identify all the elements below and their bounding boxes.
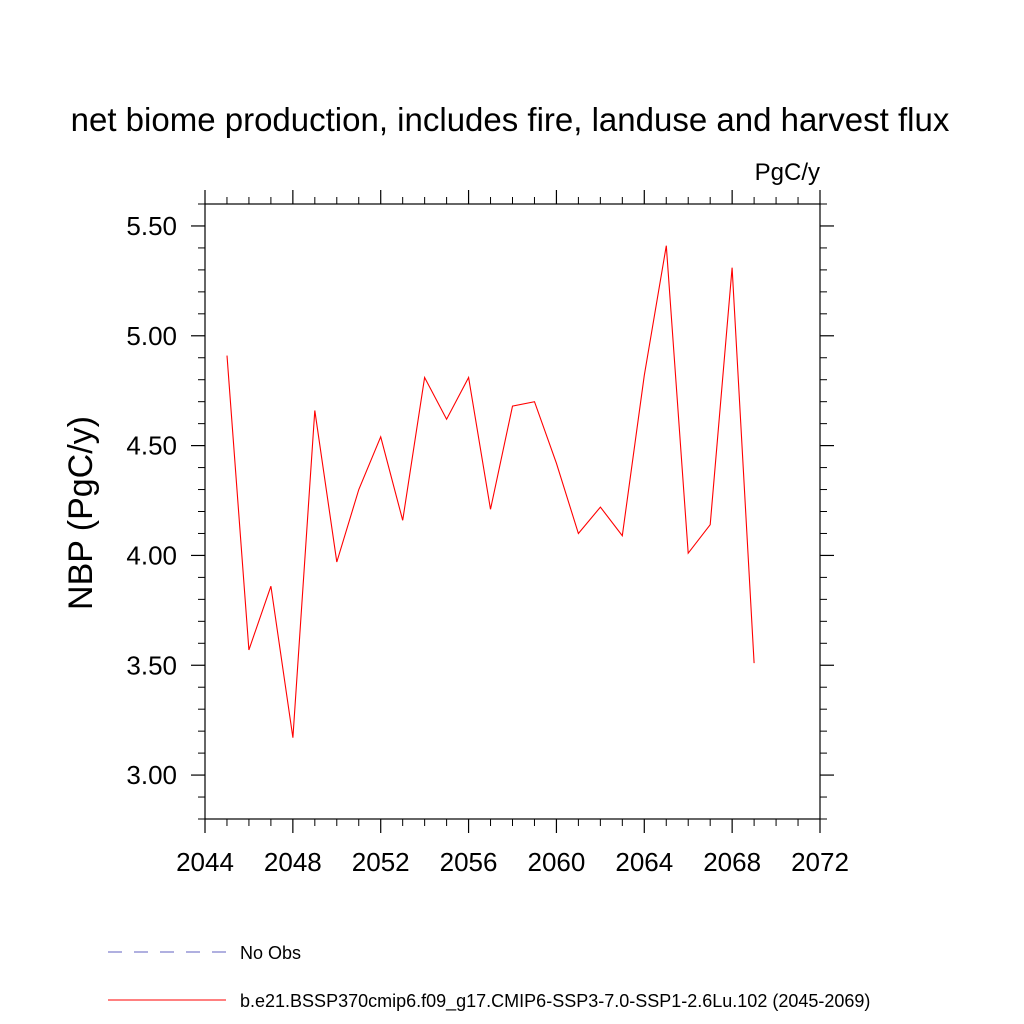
y-tick-label: 4.50 — [126, 431, 177, 461]
tick-labels: 2044 2048 2052 2056 2060 2064 2068 2072 3.00 3.50… — [126, 211, 849, 877]
chart-title: net biome production, includes fire, lan… — [71, 101, 950, 138]
series-group — [226, 245, 755, 738]
x-tick-label: 2060 — [528, 847, 586, 877]
x-tick-label: 2052 — [352, 847, 410, 877]
x-tick-label: 2072 — [791, 847, 849, 877]
x-tick-label: 2048 — [264, 847, 322, 877]
legend-label: b.e21.BSSP370cmip6.f09_g17.CMIP6-SSP3-7.… — [240, 991, 870, 1012]
y-tick-label: 3.50 — [126, 650, 177, 680]
x-tick-label: 2068 — [703, 847, 761, 877]
y-tick-label: 5.00 — [126, 321, 177, 351]
y-axis-label: NBP (PgC/y) — [62, 416, 100, 610]
series-line — [226, 245, 755, 738]
x-tick-label: 2044 — [176, 847, 234, 877]
units-label: PgC/y — [755, 159, 820, 186]
y-tick-label: 4.00 — [126, 540, 177, 570]
axis-ticks — [191, 190, 834, 833]
plot-frame — [204, 203, 821, 820]
legend-label: No Obs — [240, 943, 301, 963]
y-tick-label: 5.50 — [126, 211, 177, 241]
x-tick-label: 2064 — [615, 847, 673, 877]
x-tick-label: 2056 — [440, 847, 498, 877]
y-tick-label: 3.00 — [126, 760, 177, 790]
legend: No Obs b.e21.BSSP370cmip6.f09_g17.CMIP6-S… — [108, 943, 870, 1012]
